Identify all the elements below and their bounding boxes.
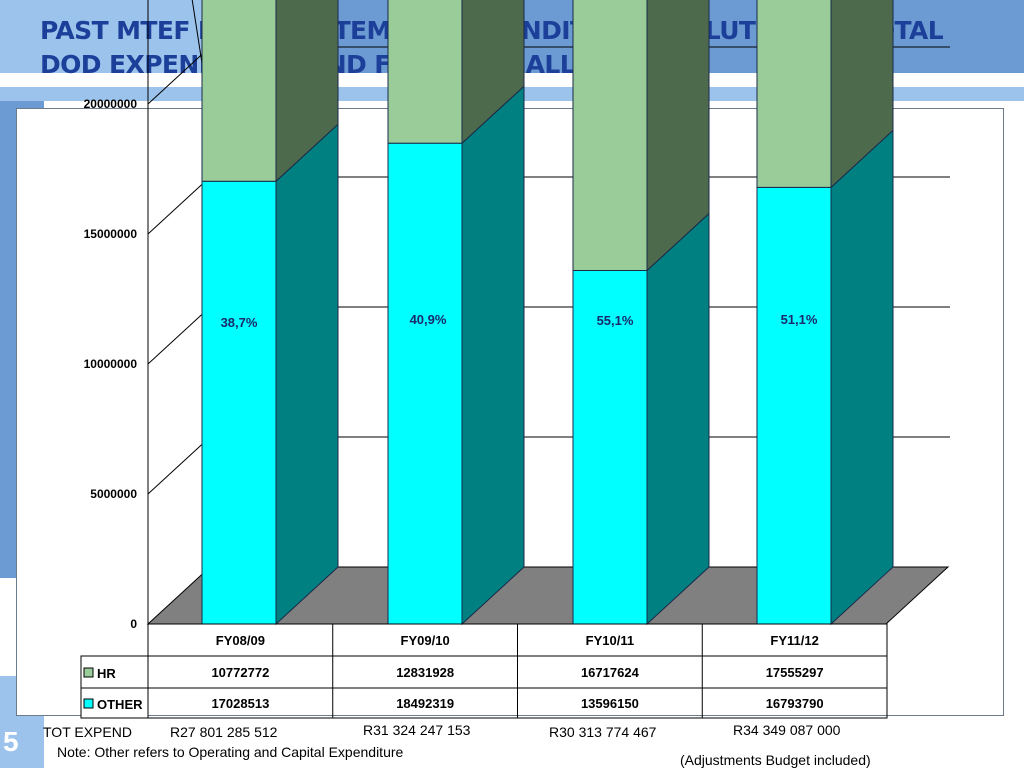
bar-hr-side [646, 0, 710, 272]
footnote: Note: Other refers to Operating and Capi… [57, 744, 404, 760]
y-tick-label: 15000000 [84, 227, 138, 241]
adjustment-note: (Adjustments Budget included) [680, 752, 871, 768]
y-tick-label: 20000000 [84, 97, 138, 111]
bar-hr-side [461, 0, 525, 145]
bar-other-front [756, 186, 832, 625]
bar-hr-front [756, 0, 832, 188]
bar-other-side [646, 212, 710, 626]
x-category-label: FY08/09 [216, 633, 265, 648]
bar-percent-label: 55,1% [597, 313, 634, 328]
bar-percent-label: 38,7% [221, 315, 258, 330]
legend-key-hr [83, 667, 94, 678]
total-label: TOT EXPEND [43, 724, 132, 740]
table-hr-value: 12831928 [396, 665, 454, 680]
legend-label-hr: HR [97, 666, 116, 681]
slide-number: 5 [3, 726, 19, 757]
bar-other-front [201, 180, 277, 625]
legend-label-other: OTHER [97, 697, 143, 712]
bar-other-front [572, 270, 648, 625]
x-category-label: FY10/11 [586, 633, 634, 648]
gridline-side [147, 306, 211, 365]
bar-hr-side [275, 0, 339, 183]
bar-percent-label: 40,9% [410, 312, 447, 327]
bar-hr-front [201, 0, 277, 182]
table-hr-value: 17555297 [766, 665, 824, 680]
total-value: R34 349 087 000 [733, 722, 841, 738]
gridline-side [147, 436, 211, 495]
bar-percent-label: 51,1% [781, 312, 818, 327]
table-other-value: 16793790 [766, 696, 824, 711]
y-tick-label: 5000000 [90, 487, 137, 501]
gridline-side [147, 176, 211, 235]
table-other-value: 18492319 [396, 696, 454, 711]
bar-other-front [387, 142, 463, 625]
total-value: R30 313 774 467 [549, 724, 657, 740]
bar-hr-side [830, 0, 894, 189]
table-other-value: 17028513 [211, 696, 269, 711]
table-other-value: 13596150 [581, 696, 639, 711]
table-hr-value: 10772772 [211, 665, 269, 680]
gridline-side [147, 46, 211, 105]
table-hr-value: 16717624 [581, 665, 640, 680]
side-wall-top-edge [191, 0, 211, 116]
x-category-label: FY09/10 [401, 633, 450, 648]
bar-other-side [461, 85, 525, 626]
bar-other-side [275, 123, 339, 626]
y-tick-label: 0 [130, 617, 137, 631]
x-category-label: FY11/12 [770, 633, 818, 648]
y-tick-label: 10000000 [84, 357, 138, 371]
total-value: R27 801 285 512 [170, 724, 278, 740]
legend-key-other [83, 698, 94, 709]
total-value: R31 324 247 153 [363, 722, 471, 738]
bar-other-side [830, 129, 894, 626]
bar-hr-front [387, 0, 463, 144]
bar-hr-front [572, 0, 648, 272]
